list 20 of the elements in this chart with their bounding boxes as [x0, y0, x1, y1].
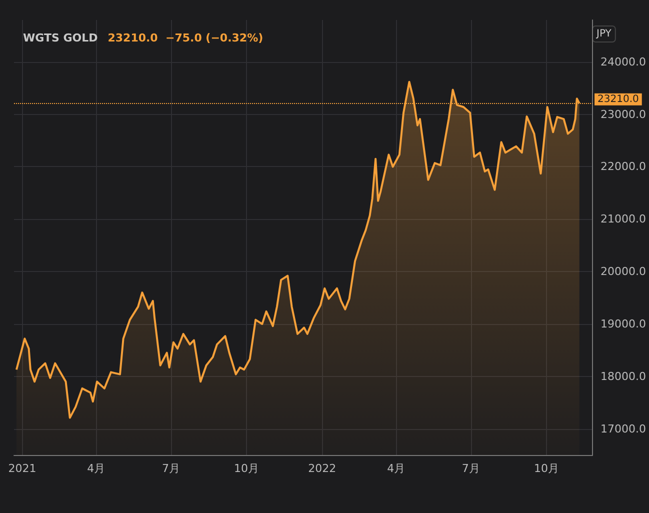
y-tick-label: 19000.0	[600, 317, 646, 330]
x-tick-label: 4月	[87, 462, 106, 475]
y-axis-title: JPY	[596, 28, 612, 40]
ref-line-label: 23210.0	[598, 94, 639, 105]
y-tick-label: 22000.0	[600, 160, 646, 174]
x-tick-label: 2021	[8, 462, 36, 475]
x-tick-label: 7月	[462, 462, 480, 475]
y-tick-label: 24000.0	[600, 55, 646, 68]
y-tick-label: 18000.0	[600, 370, 646, 383]
x-tick-label: 2022	[308, 462, 336, 475]
y-tick-label: 21000.0	[600, 212, 646, 226]
x-tick-label: 10月	[234, 462, 260, 475]
text: WGTS GOLD	[23, 32, 98, 44]
text: 23210.0 −75.0 (−0.32%)	[108, 32, 264, 44]
x-tick-label: 4月	[387, 462, 406, 475]
y-tick-label: 20000.0	[600, 265, 646, 278]
x-tick-label: 7月	[162, 462, 180, 475]
x-tick-label: 10月	[534, 462, 559, 475]
y-tick-label: 23000.0	[600, 108, 646, 121]
y-tick-label: 17000.0	[600, 422, 646, 436]
